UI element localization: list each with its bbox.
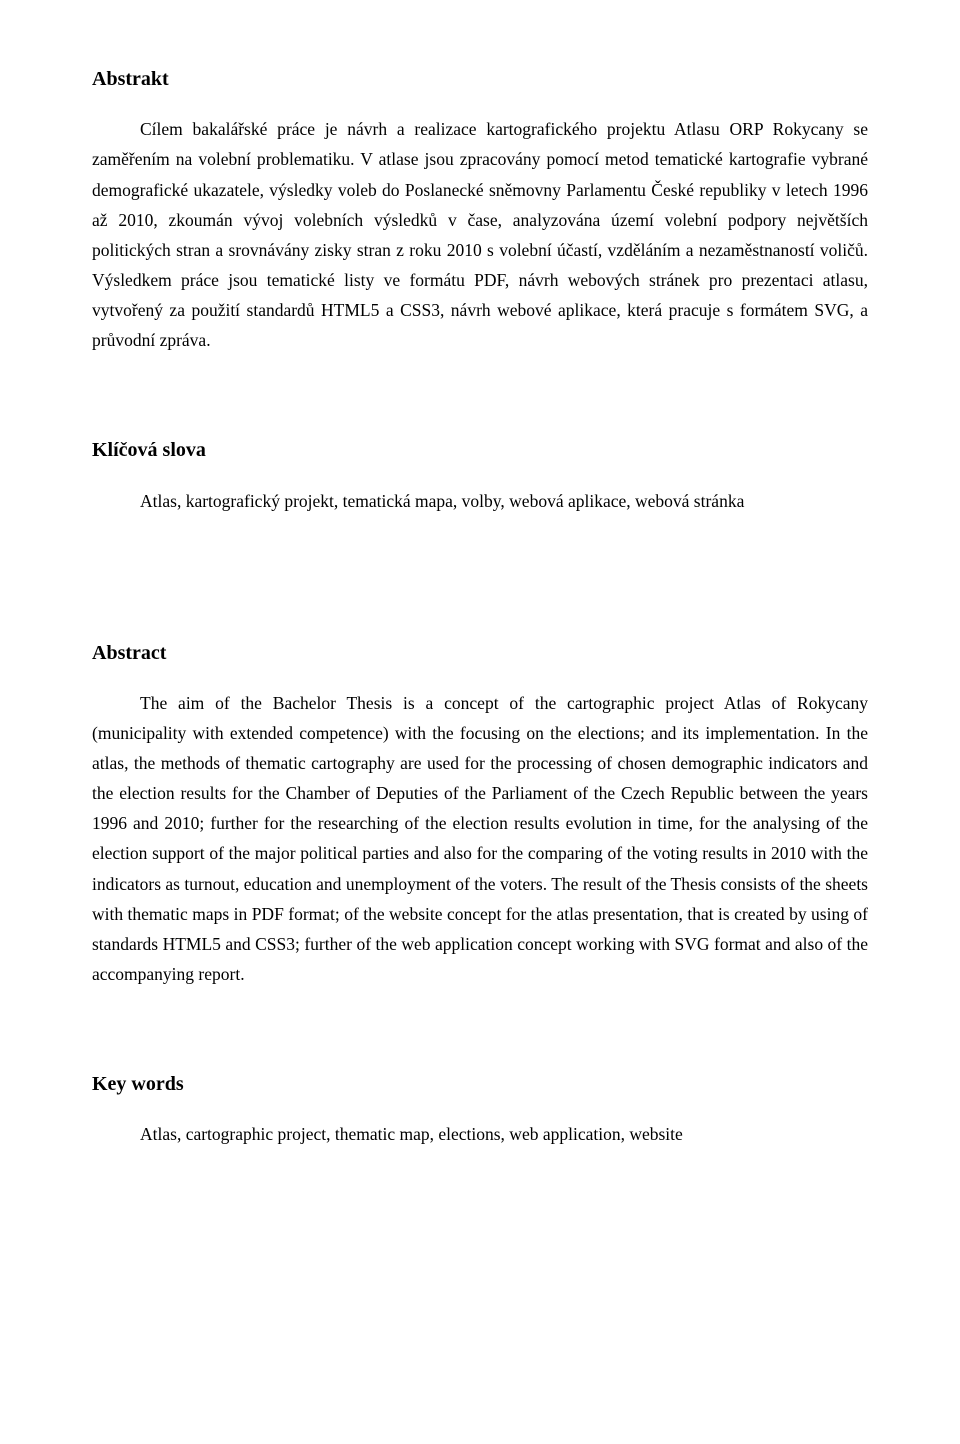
klicova-slova-heading: Klíčová slova <box>92 433 868 467</box>
abstrakt-body: Cílem bakalářské práce je návrh a realiz… <box>92 114 868 355</box>
keywords-section: Key words Atlas, cartographic project, t… <box>92 1067 868 1149</box>
abstract-en-heading: Abstract <box>92 636 868 670</box>
abstract-en-section: Abstract The aim of the Bachelor Thesis … <box>92 636 868 989</box>
keywords-heading: Key words <box>92 1067 868 1101</box>
abstract-en-body: The aim of the Bachelor Thesis is a conc… <box>92 688 868 989</box>
klicova-slova-section: Klíčová slova Atlas, kartografický proje… <box>92 433 868 515</box>
klicova-slova-body: Atlas, kartografický projekt, tematická … <box>92 486 868 516</box>
abstrakt-heading: Abstrakt <box>92 62 868 96</box>
keywords-body: Atlas, cartographic project, thematic ma… <box>92 1119 868 1149</box>
abstrakt-section: Abstrakt Cílem bakalářské práce je návrh… <box>92 62 868 355</box>
